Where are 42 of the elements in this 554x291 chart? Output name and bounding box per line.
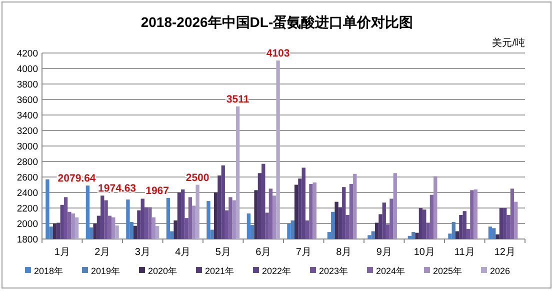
y-tick-label: 2600 [16,172,38,184]
y-tick-label: 2800 [16,157,38,168]
x-tick-label: 8月 [336,247,352,258]
legend-label: 2019年 [91,266,120,276]
data-label: 2079.64 [58,172,96,185]
y-tick-label: 3800 [16,80,38,90]
x-tick-label: 10月 [414,247,435,258]
y-tick-label: 2000 [16,219,38,230]
legend-label: 2022年 [262,266,292,276]
legend-label: 2021年 [205,266,234,276]
x-tick-label: 2月 [94,247,110,258]
y-tick-label: 4000 [16,64,38,75]
legend-label: 2025年 [433,266,462,276]
y-tick-label: 1800 [16,234,38,246]
x-tick-label: 11月 [454,247,475,258]
x-tick-label: 4月 [175,247,191,258]
x-tick-label: 7月 [296,247,312,258]
y-tick-label: 2200 [16,204,38,214]
y-tick-label: 2400 [16,188,38,199]
y-tick-label: 3000 [16,142,38,152]
x-tick-label: 1月 [54,247,70,258]
x-tick-label: 3月 [134,247,150,258]
y-tick-label: 4200 [16,48,38,60]
data-label: 4103 [266,48,290,60]
legend-label: 2023年 [319,266,348,276]
chart-title: 2018-2026年中国DL-蛋氨酸进口单价对比图 [140,14,414,30]
data-label: 2500 [186,172,210,184]
data-label: 3511 [226,93,250,106]
y-tick-label: 3400 [16,110,38,122]
y-tick-label: 3200 [16,126,38,137]
y-axis-title: 美元/吨 [492,37,525,49]
legend-label: 2026 [490,266,510,276]
legend-label: 2018年 [34,266,64,276]
x-tick-label: 12月 [494,247,516,258]
legend-label: 2020年 [148,266,178,276]
x-tick-label: 6月 [256,247,272,258]
x-tick-label: 5月 [215,247,231,258]
y-tick-label: 3600 [16,95,38,106]
x-tick-label: 9月 [376,247,392,258]
data-label: 1967 [146,184,170,197]
legend-label: 2024年 [376,266,406,276]
data-label: 1974.63 [98,182,136,195]
